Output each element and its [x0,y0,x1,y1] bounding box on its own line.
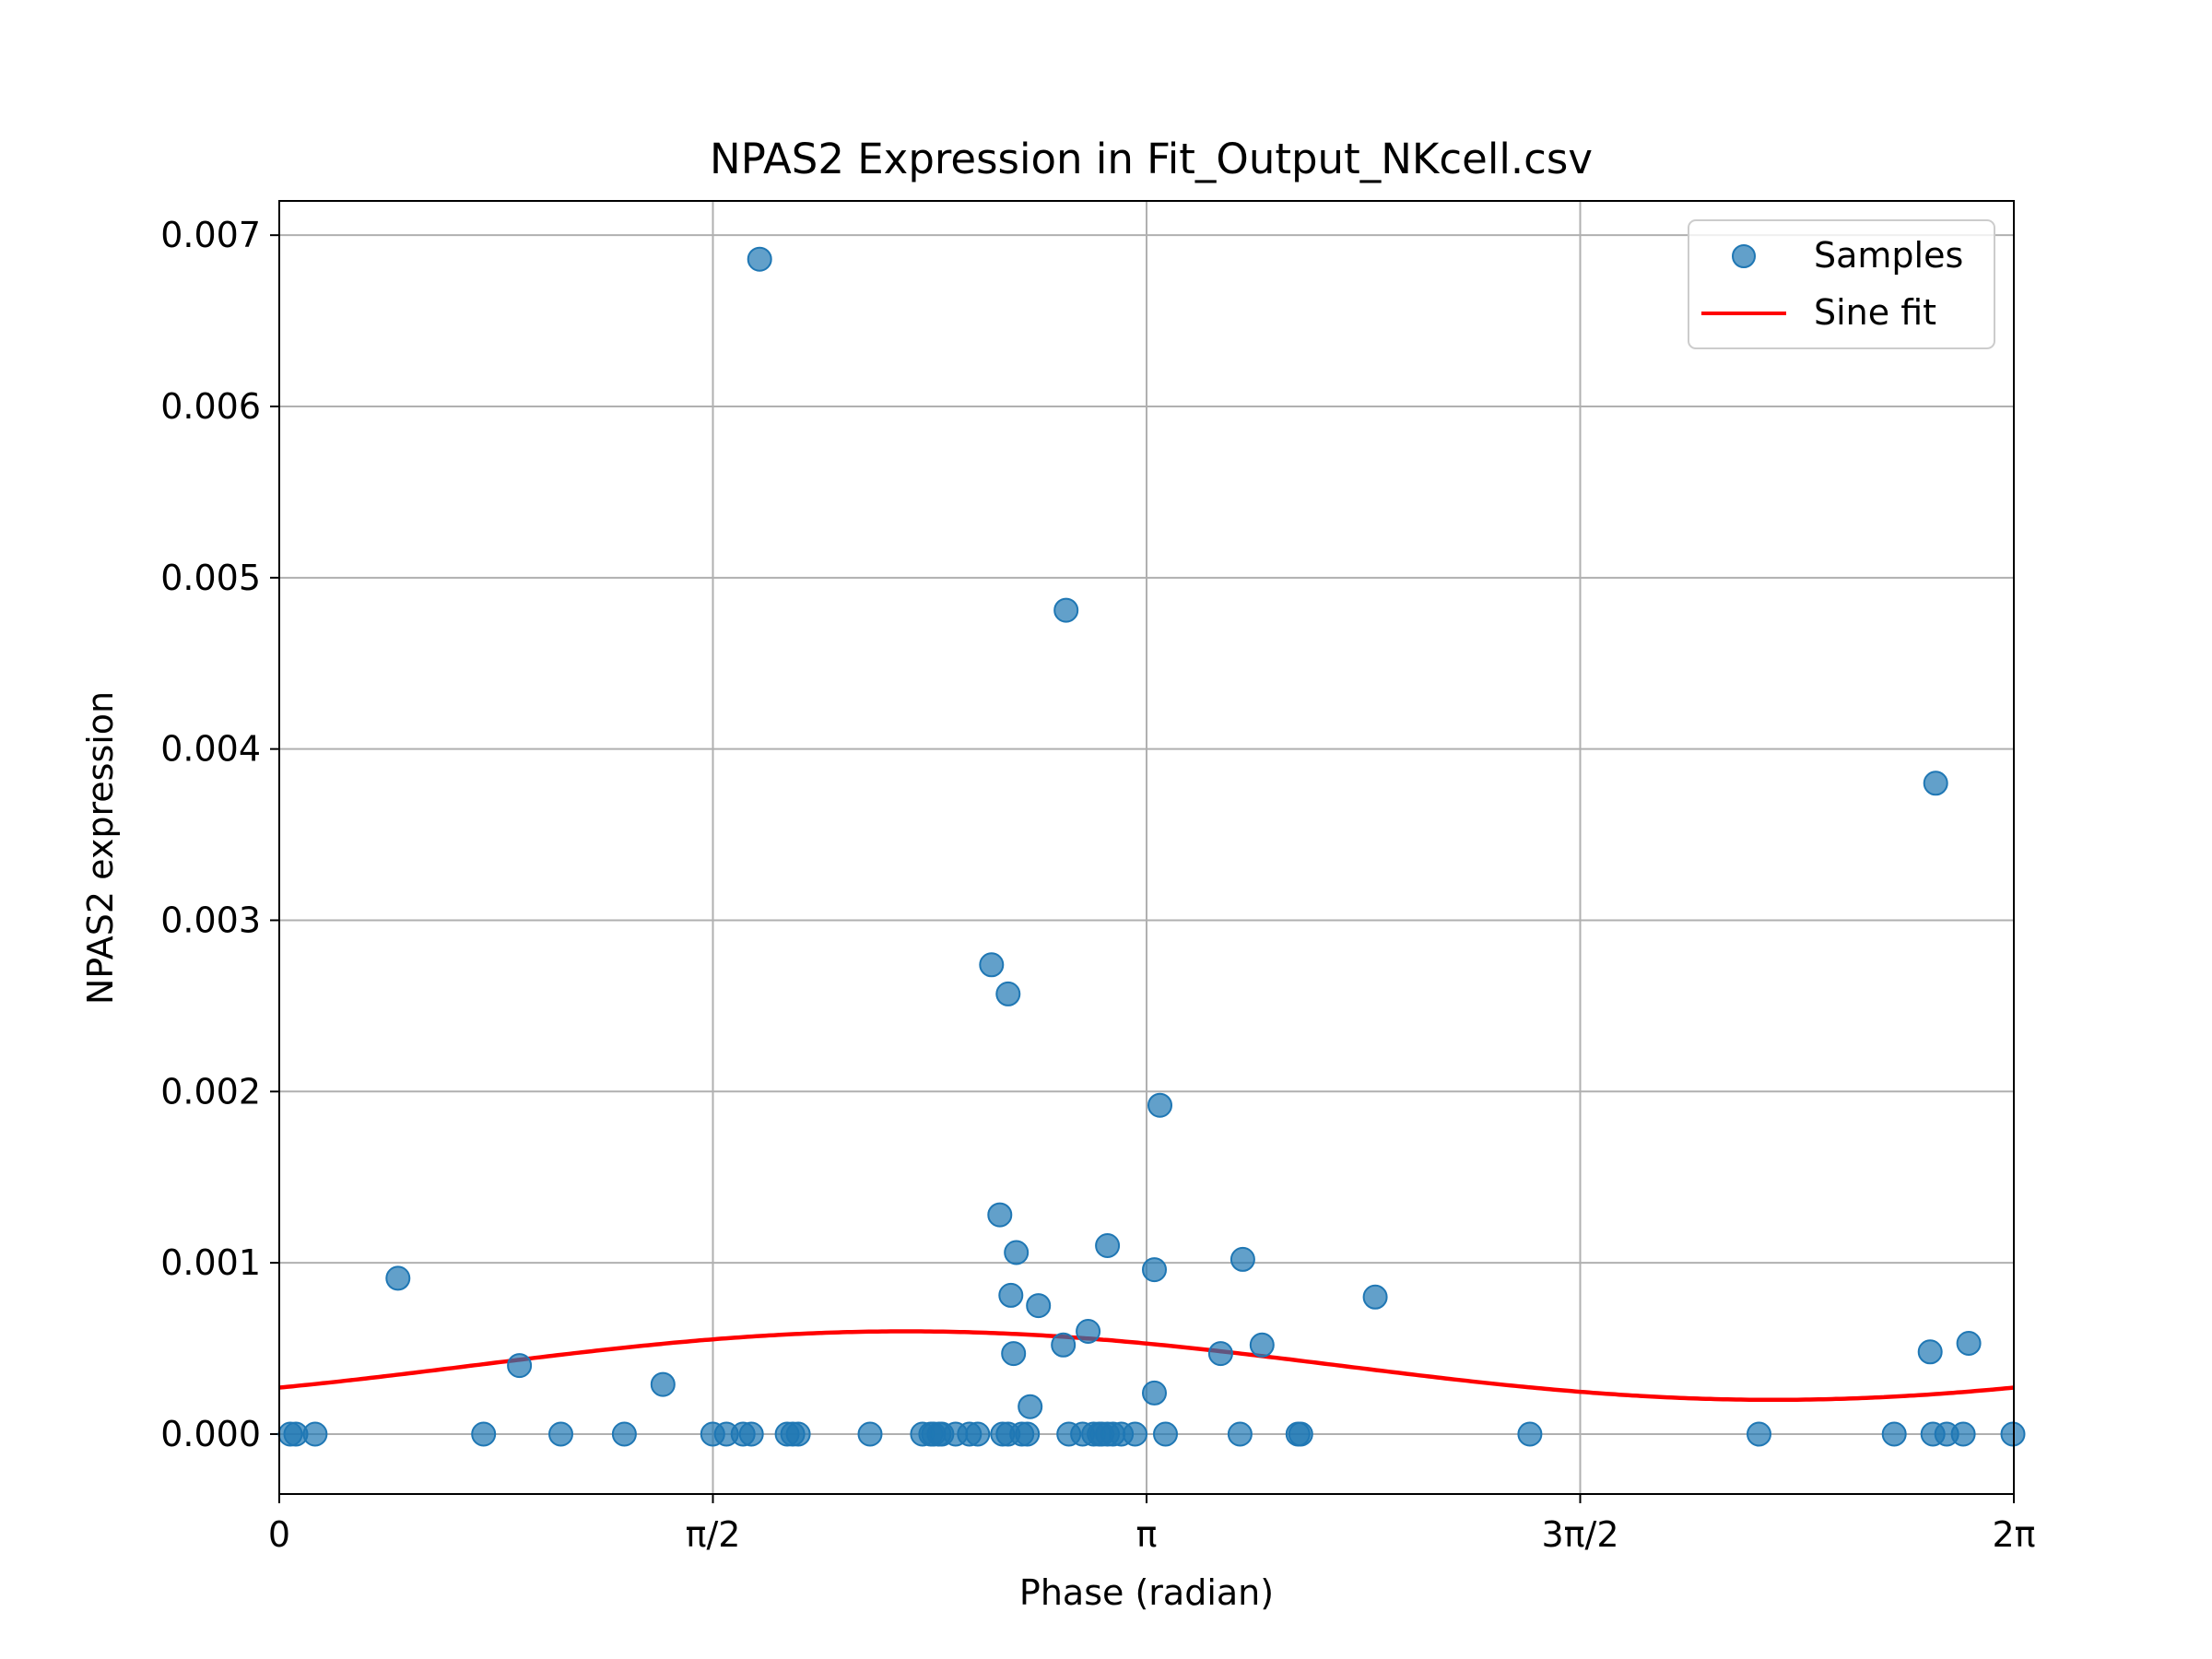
sample-point [1917,1339,1943,1365]
sample-point [1051,1332,1077,1358]
sample-point [1227,1421,1253,1447]
x-tick-label: π/2 [686,1514,741,1555]
sample-point [471,1421,497,1447]
sample-point [1076,1319,1101,1344]
sample-point [1153,1421,1178,1447]
legend: Samples Sine fit [1688,219,1995,349]
y-tick-label: 0.000 [160,1414,261,1454]
legend-samples-marker [1732,244,1756,268]
sample-point [1018,1394,1043,1419]
sample-point [1123,1421,1147,1447]
sample-point [979,952,1005,978]
sample-point [1015,1421,1041,1447]
sample-point [1026,1293,1052,1319]
sample-point [1517,1421,1543,1447]
sample-point [1095,1233,1121,1258]
sample-point [650,1371,676,1397]
sample-point [1950,1421,1976,1447]
x-tick-label: 0 [268,1514,290,1555]
sample-point [1956,1331,1982,1356]
x-axis-label: Phase (radian) [1019,1572,1274,1613]
x-tick-label: 3π/2 [1541,1514,1618,1555]
sample-point [987,1202,1013,1228]
sample-point [1142,1257,1167,1283]
sample-point [611,1421,637,1447]
sample-point [1142,1380,1167,1406]
samples-series [277,246,2026,1447]
grid-lines [278,201,2015,1494]
y-tick-label: 0.006 [160,386,261,427]
axis-ticks: 0 π/2 π 3π/2 2π 0.000 0.001 0.002 0.003 0.004 0.00… [160,215,2035,1555]
sample-point [1147,1092,1172,1118]
sample-point [548,1421,573,1447]
sample-point [1923,771,1948,796]
sample-point [1288,1421,1313,1447]
sine-fit-series [278,1329,2015,1403]
sample-point [995,981,1021,1006]
x-tick-label: π [1136,1514,1158,1555]
sample-point [998,1282,1024,1308]
sample-point [1747,1421,1771,1447]
y-tick-label: 0.002 [160,1071,261,1112]
sample-point [857,1421,883,1447]
sample-point [785,1421,811,1447]
chart-title: NPAS2 Expression in Fit_Output_NKcell.cs… [710,135,1593,183]
sample-point [385,1265,411,1291]
sine-fit-line [278,1329,2015,1403]
y-tick-label: 0.007 [160,215,261,255]
plot-frame [278,200,2015,1495]
sample-point [1053,597,1079,623]
sample-point [1362,1284,1388,1310]
legend-samples-label: Samples [1814,235,1963,276]
sample-point [738,1421,764,1447]
sample-point [302,1421,328,1447]
x-tick-label: 2π [1992,1514,2035,1555]
legend-box [1688,219,1995,349]
sample-point [747,246,772,272]
sample-point [965,1421,991,1447]
sample-point [507,1353,533,1379]
sample-point [1230,1246,1255,1272]
sample-point [1249,1332,1275,1358]
y-tick-label: 0.001 [160,1242,261,1283]
y-tick-label: 0.005 [160,558,261,598]
y-axis-label: NPAS2 expression [80,691,121,1005]
sample-point [1207,1341,1233,1367]
y-tick-label: 0.003 [160,900,261,940]
y-tick-label: 0.004 [160,729,261,770]
sample-point [1004,1240,1030,1265]
sample-point [1881,1421,1907,1447]
legend-sine-fit-label: Sine fit [1814,292,1936,333]
sample-point [1001,1341,1027,1367]
